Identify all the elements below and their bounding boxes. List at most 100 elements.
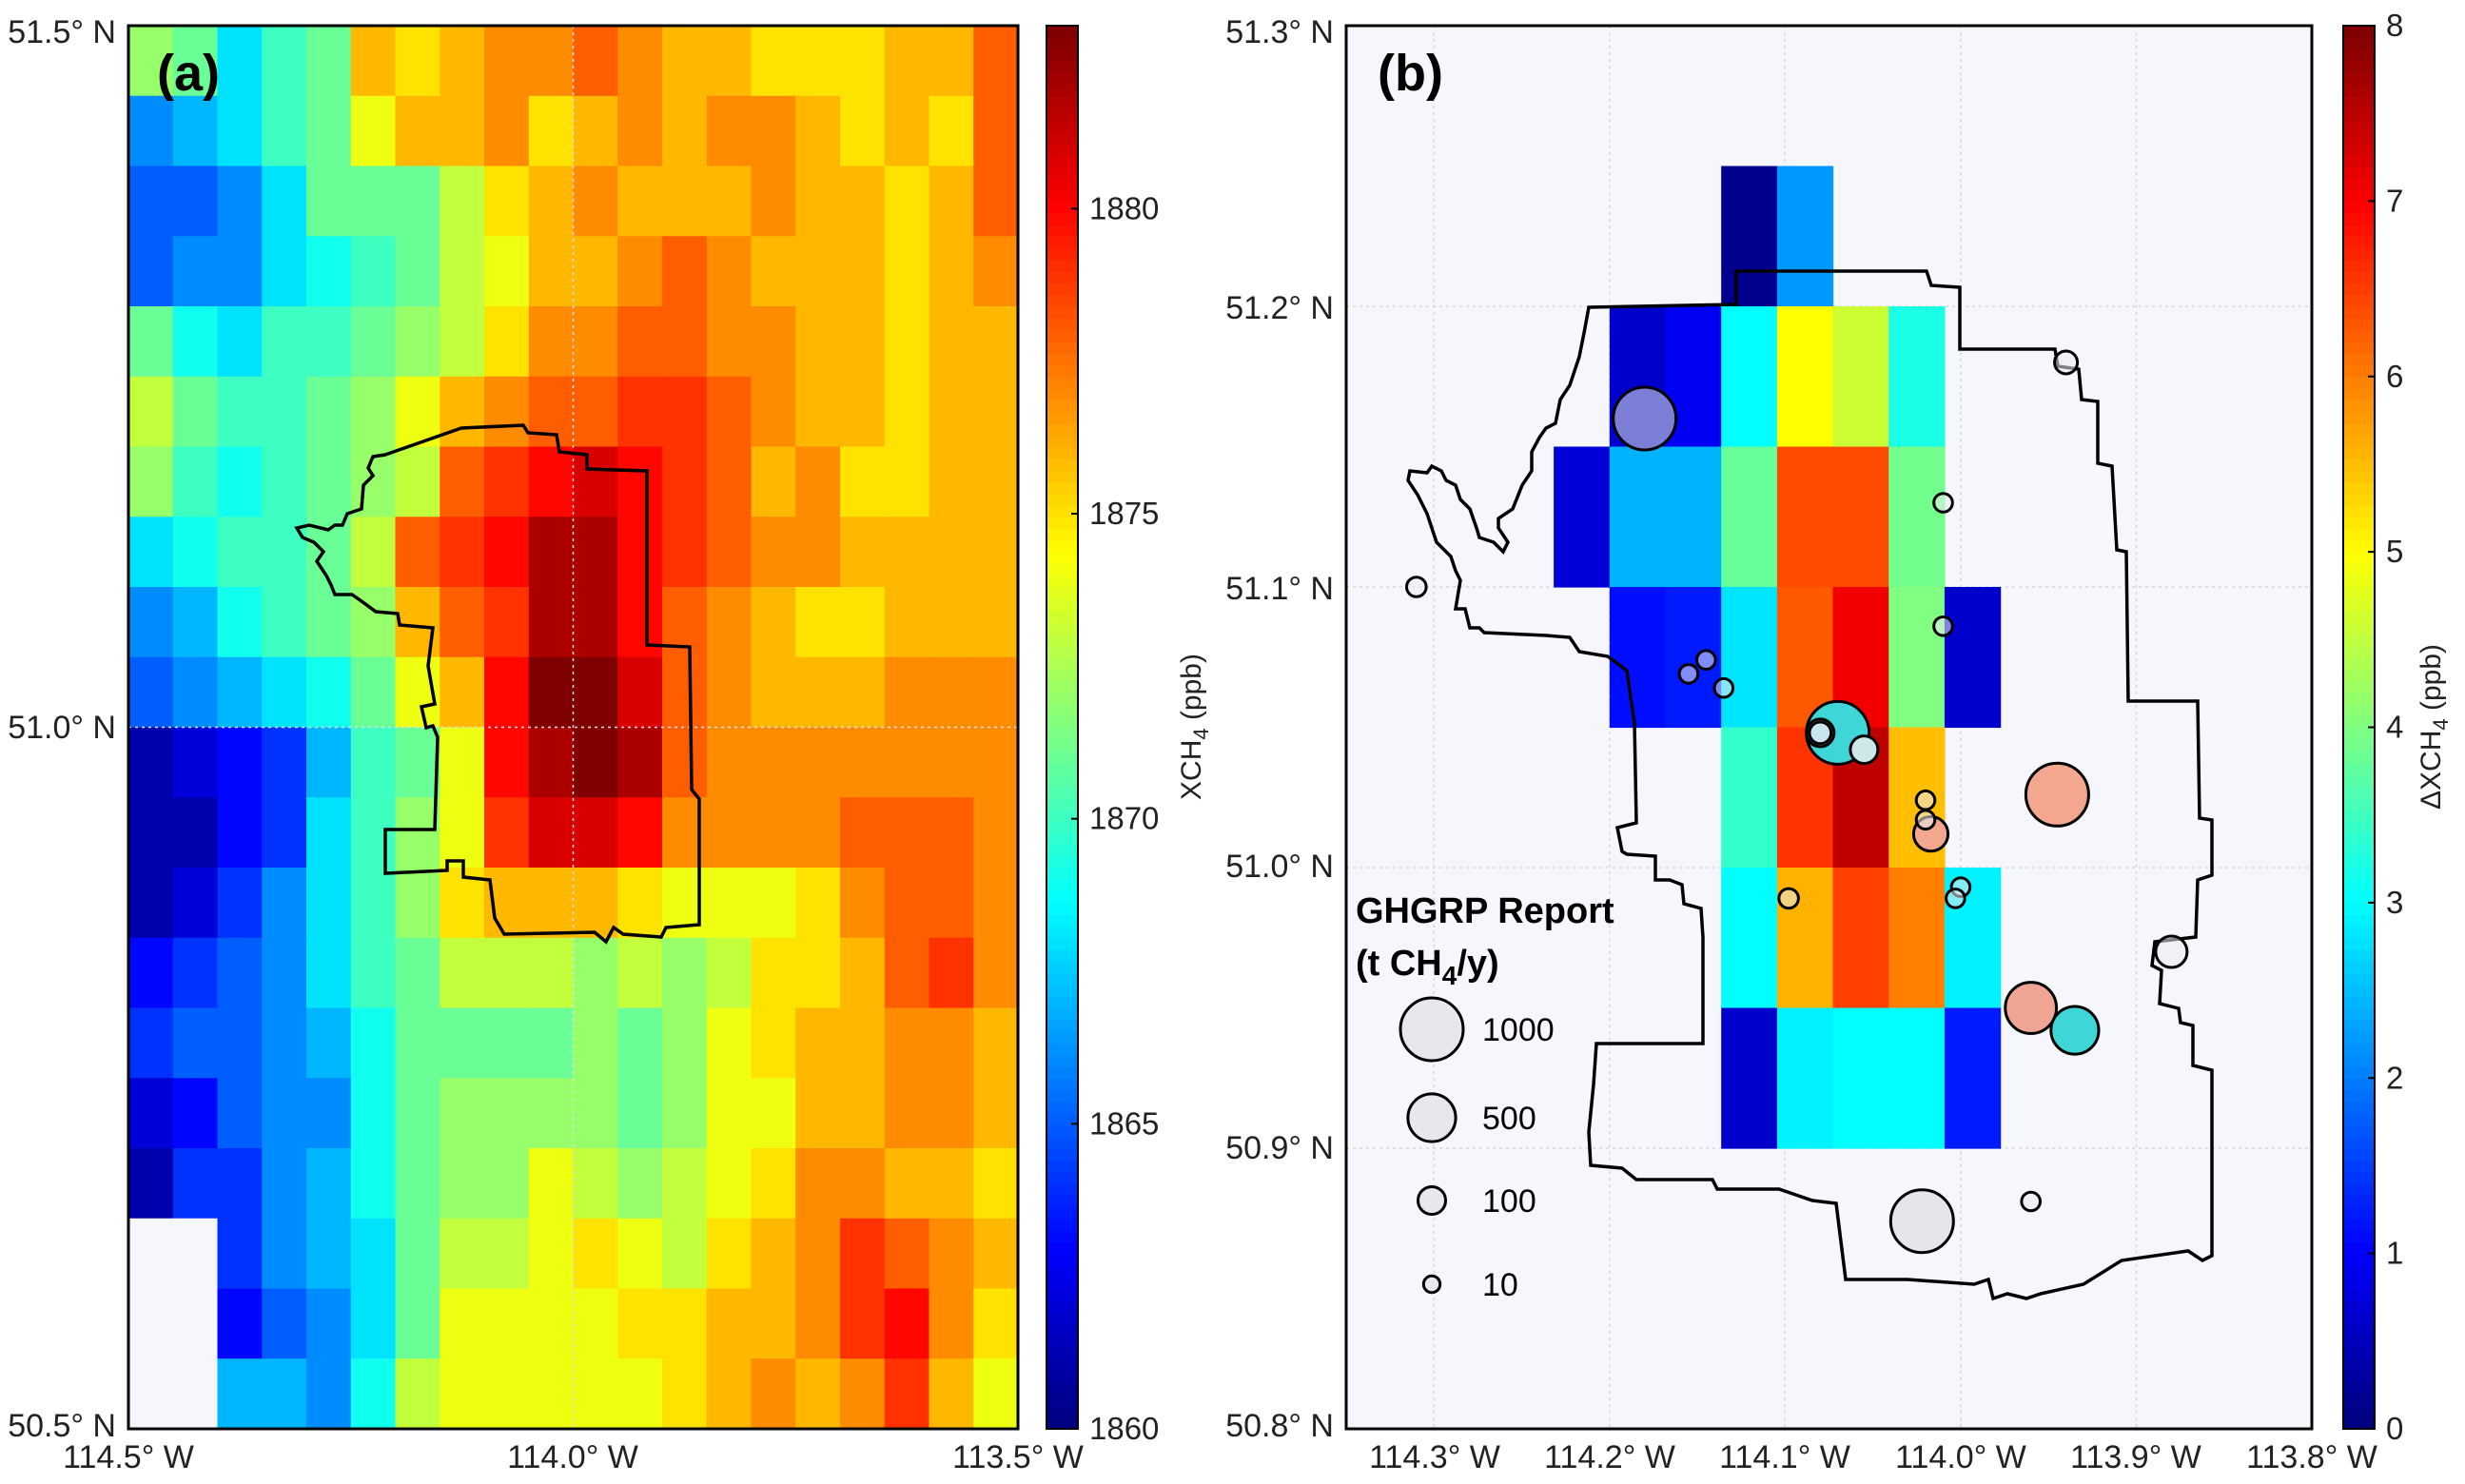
- colorbar-segment: [1047, 879, 1078, 892]
- emission-source-marker: [1888, 1188, 1955, 1255]
- heatmap-cell: [884, 1148, 930, 1220]
- colorbar-segment: [1047, 809, 1078, 822]
- panel-a-xtick: 114.5° W: [63, 1439, 194, 1475]
- heatmap-cell: [350, 1148, 397, 1220]
- heatmap-cell: [840, 656, 886, 729]
- colorbar-segment: [2343, 329, 2375, 342]
- heatmap-cell: [840, 26, 886, 97]
- colorbar-segment: [1047, 1089, 1078, 1103]
- panel-a-colorbar-gradient: [1047, 26, 1078, 1430]
- colorbar-segment: [2343, 879, 2375, 892]
- heatmap-cell: [617, 306, 663, 378]
- colorbar-segment: [1047, 435, 1078, 448]
- heatmap-cell: [528, 1218, 575, 1290]
- heatmap-cell: [884, 797, 930, 869]
- heatmap-cell: [751, 727, 796, 798]
- colorbar-segment: [1047, 142, 1078, 156]
- panel-a-colorbar: 1860 1865 1870 1875 1880 XCH4 (ppb): [1046, 25, 1213, 1446]
- heatmap-cell: [306, 1078, 352, 1149]
- colorbar-segment: [1047, 984, 1078, 998]
- heatmap-cell: [395, 166, 440, 237]
- colorbar-segment: [1047, 680, 1078, 693]
- heatmap-cell: [262, 26, 307, 97]
- colorbar-segment: [2343, 37, 2375, 50]
- legend-entry-label: 100: [1482, 1183, 1536, 1220]
- colorbar-segment: [2343, 130, 2375, 144]
- colorbar-tick-label: 1870: [1089, 801, 1159, 836]
- heatmap-cell: [840, 1078, 886, 1149]
- heatmap-cell: [1888, 1007, 1946, 1149]
- colorbar-segment: [2343, 773, 2375, 787]
- colorbar-segment: [1047, 283, 1078, 296]
- colorbar-segment: [1047, 621, 1078, 635]
- heatmap-cell: [706, 868, 753, 939]
- panel-a-ytick: 50.5° N: [8, 1408, 116, 1444]
- heatmap-cell: [973, 868, 1019, 939]
- heatmap-cell: [172, 656, 219, 729]
- colorbar-tick-label: 1880: [1089, 190, 1159, 225]
- colorbar-segment: [2343, 926, 2375, 939]
- heatmap-cell: [484, 446, 530, 517]
- heatmap-cell: [440, 1288, 485, 1359]
- heatmap-cell: [306, 166, 352, 237]
- legend-marker: [1417, 1185, 1447, 1216]
- heatmap-cell: [217, 236, 263, 307]
- heatmap-cell: [1832, 446, 1889, 588]
- heatmap-cell: [395, 306, 440, 378]
- heatmap-cell: [1721, 446, 1778, 588]
- colorbar-segment: [2343, 1405, 2375, 1418]
- panel-b-colorbar-label: ΔXCH4 (ppb): [2416, 644, 2453, 810]
- heatmap-cell: [440, 446, 485, 517]
- heatmap-cell: [172, 587, 219, 658]
- heatmap-cell: [528, 937, 575, 1009]
- colorbar-segment: [2343, 177, 2375, 190]
- heatmap-cell: [1665, 446, 1722, 588]
- colorbar-segment: [2343, 364, 2375, 378]
- heatmap-cell: [573, 1078, 618, 1149]
- heatmap-cell: [128, 517, 174, 588]
- colorbar-segment: [2343, 1358, 2375, 1372]
- heatmap-cell: [262, 1218, 307, 1290]
- panel-b-ytick: 50.8° N: [1225, 1408, 1334, 1444]
- heatmap-cell: [1776, 1007, 1834, 1149]
- heatmap-cell: [1888, 446, 1946, 588]
- heatmap-cell: [306, 1007, 352, 1079]
- heatmap-cell: [440, 797, 485, 869]
- heatmap-cell: [306, 937, 352, 1009]
- heatmap-cell: [929, 1148, 974, 1220]
- colorbar-segment: [2343, 60, 2375, 73]
- colorbar-tick-label: 1860: [1089, 1411, 1159, 1446]
- colorbar-segment: [2343, 1182, 2375, 1196]
- heatmap-cell: [528, 868, 575, 939]
- emission-source-marker: [2154, 934, 2189, 969]
- colorbar-segment: [1047, 60, 1078, 73]
- heatmap-cell: [706, 656, 753, 729]
- heatmap-cell: [528, 1007, 575, 1079]
- heatmap-cell: [217, 376, 263, 448]
- heatmap-cell: [350, 1288, 397, 1359]
- heatmap-cell: [706, 236, 753, 307]
- colorbar-segment: [2343, 1299, 2375, 1313]
- colorbar-segment: [2343, 598, 2375, 612]
- heatmap-cell: [484, 306, 530, 378]
- heatmap-cell: [973, 446, 1019, 517]
- heatmap-cell: [528, 587, 575, 658]
- colorbar-segment: [1047, 84, 1078, 97]
- colorbar-segment: [2343, 937, 2375, 950]
- colorbar-segment: [1047, 481, 1078, 495]
- colorbar-segment: [2343, 1277, 2375, 1290]
- heatmap-cell: [840, 376, 886, 448]
- heatmap-cell: [573, 446, 618, 517]
- heatmap-cell: [795, 1078, 841, 1149]
- colorbar-segment: [2343, 458, 2375, 471]
- heatmap-cell: [350, 376, 397, 448]
- heatmap-cell: [217, 1007, 263, 1079]
- heatmap-cell: [751, 1358, 796, 1430]
- colorbar-segment: [1047, 1346, 1078, 1360]
- heatmap-cell: [973, 656, 1019, 729]
- colorbar-segment: [1047, 119, 1078, 132]
- colorbar-segment: [2343, 119, 2375, 132]
- colorbar-segment: [2343, 634, 2375, 647]
- heatmap-cell: [751, 517, 796, 588]
- legend-title: GHGRP Report: [1356, 891, 1614, 931]
